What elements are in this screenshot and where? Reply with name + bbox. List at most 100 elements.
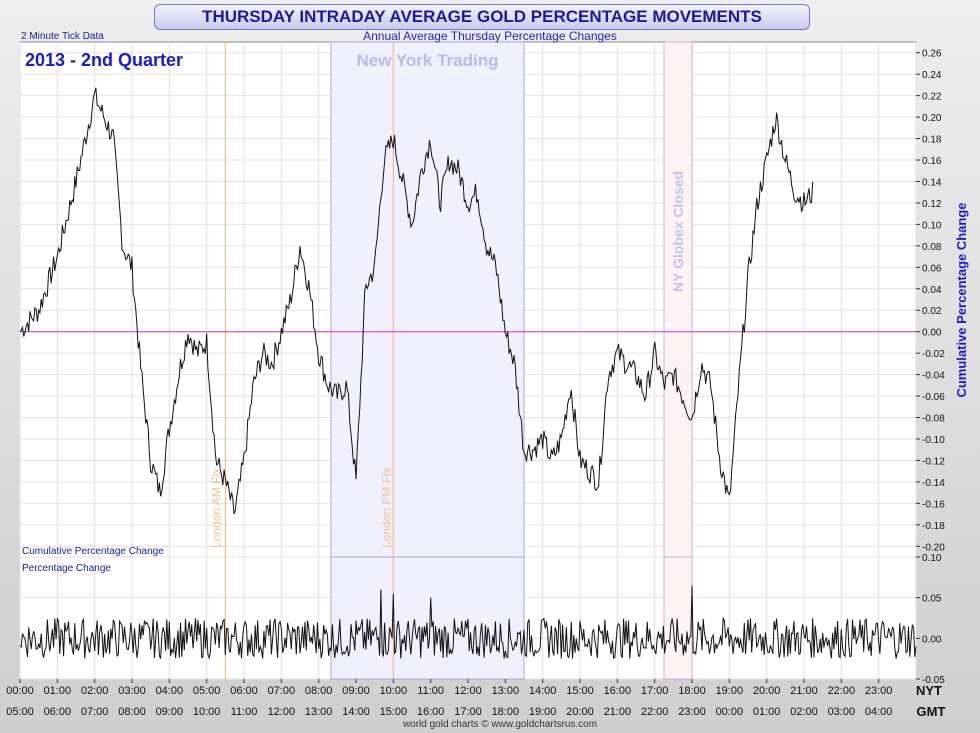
x-top-tick-label: 17:00	[641, 685, 669, 697]
x-top-tick-label: 12:00	[454, 685, 482, 697]
x-bottom-tick-label: 07:00	[81, 706, 109, 718]
x-bottom-tick-label: 20:00	[566, 706, 594, 718]
y-tick-label: -0.18	[922, 521, 945, 532]
y-axis-title: Cumulative Percentage Change	[954, 202, 969, 397]
x-bottom-tick-label: 21:00	[604, 706, 632, 718]
x-bottom-tick-label: 09:00	[156, 706, 184, 718]
x-bottom-tick-label: 23:00	[678, 706, 706, 718]
y-tick-label: 0.20	[922, 113, 942, 124]
y-axis-ticks: 0.26 0.24 0.22 0.20 0.18 0.16 0.14 0.12 0.10 0.08…	[916, 49, 945, 553]
y-tick-label: 0.00	[922, 328, 942, 339]
cumulative-series-line	[19, 87, 814, 515]
x-bottom-tick-label: 03:00	[828, 706, 856, 718]
new-york-trading-label: New York Trading	[356, 51, 498, 70]
y-lower-tick-label: 0.10	[922, 553, 942, 564]
x-bottom-tick-label: 04:00	[865, 706, 893, 718]
x-bottom-tick-label: 02:00	[790, 706, 818, 718]
y-axis-lower-ticks: 0.10 0.05 0.00 -0.05	[916, 553, 945, 686]
x-axis-ticks: 00:00 01:00 02:00 03:00 04:00 05:00 06:00 07:00…	[6, 679, 892, 718]
upper-panel-label: Cumulative Percentage Change	[22, 546, 164, 557]
x-top-tick-label: 00:00	[6, 685, 34, 697]
y-tick-label: 0.06	[922, 263, 942, 274]
y-tick-label: 0.12	[922, 199, 942, 210]
x-bottom-tick-label: 11:00	[231, 706, 258, 718]
percentage-series-line	[19, 585, 917, 660]
y-tick-label: 0.18	[922, 135, 942, 146]
ny-globex-closed-band	[663, 41, 693, 558]
x-top-tick-label: 03:00	[118, 685, 146, 697]
y-tick-label: -0.14	[922, 478, 945, 489]
y-tick-label: 0.26	[922, 49, 942, 60]
y-tick-label: 0.22	[922, 92, 942, 103]
title-box: THURSDAY INTRADAY AVERAGE GOLD PERCENTAG…	[154, 4, 810, 30]
chart-subtitle: Annual Average Thursday Percentage Chang…	[363, 29, 617, 43]
x-bottom-tick-label: 12:00	[268, 706, 296, 718]
x-bottom-tick-label: 05:00	[6, 706, 34, 718]
x-bottom-tick-label: 22:00	[641, 706, 669, 718]
london-am-fix-label: London AM Fix	[209, 468, 223, 548]
x-bottom-tick-label: 00:00	[716, 706, 744, 718]
x-top-tick-label: 09:00	[342, 685, 370, 697]
y-tick-label: 0.10	[922, 220, 942, 231]
y-tick-label: 0.02	[922, 306, 942, 317]
y-tick-label: -0.06	[922, 392, 945, 403]
period-label: 2013 - 2nd Quarter	[25, 50, 183, 70]
lower-panel-label: Percentage Change	[22, 563, 111, 574]
tick-note: 2 Minute Tick Data	[21, 31, 104, 42]
y-tick-label: -0.04	[922, 371, 945, 382]
y-lower-tick-label: -0.05	[922, 675, 945, 686]
y-tick-label: -0.02	[922, 349, 945, 360]
y-tick-label: -0.20	[922, 542, 945, 553]
x-bottom-tick-label: 01:00	[753, 706, 781, 718]
x-top-tick-label: 10:00	[380, 685, 408, 697]
y-tick-label: -0.12	[922, 456, 945, 467]
x-top-tick-label: 04:00	[156, 685, 184, 697]
x-axis-bottom-name: GMT	[917, 704, 946, 719]
x-bottom-tick-label: 19:00	[529, 706, 557, 718]
x-top-tick-label: 06:00	[230, 685, 258, 697]
x-top-tick-label: 05:00	[193, 685, 221, 697]
y-tick-label: 0.14	[922, 177, 942, 188]
x-top-tick-label: 01:00	[44, 685, 72, 697]
x-top-tick-label: 11:00	[417, 685, 444, 697]
x-bottom-tick-label: 18:00	[492, 706, 520, 718]
x-top-tick-label: 13:00	[492, 685, 520, 697]
y-lower-tick-label: 0.00	[922, 634, 942, 645]
y-tick-label: -0.16	[922, 499, 945, 510]
new-york-trading-band	[330, 41, 525, 558]
x-bottom-tick-label: 10:00	[193, 706, 221, 718]
chart-title: THURSDAY INTRADAY AVERAGE GOLD PERCENTAG…	[202, 7, 762, 26]
new-york-trading-band	[330, 556, 525, 680]
footer-credit: world gold charts © www.goldchartsrus.co…	[402, 719, 597, 730]
ny-globex-closed-label: NY Globex Closed	[670, 171, 686, 292]
x-bottom-tick-label: 14:00	[342, 706, 370, 718]
y-tick-label: -0.10	[922, 435, 945, 446]
x-bottom-tick-label: 13:00	[305, 706, 333, 718]
session-bands	[224, 41, 693, 680]
y-tick-label: 0.24	[922, 70, 942, 81]
y-lower-tick-label: 0.05	[922, 594, 942, 605]
x-top-tick-label: 14:00	[529, 685, 557, 697]
y-tick-label: -0.08	[922, 414, 945, 425]
x-top-tick-label: 23:00	[865, 685, 893, 697]
x-top-tick-label: 15:00	[566, 685, 594, 697]
x-top-tick-label: 22:00	[828, 685, 856, 697]
y-tick-label: 0.08	[922, 242, 942, 253]
x-top-tick-label: 02:00	[81, 685, 109, 697]
x-top-tick-label: 19:00	[716, 685, 744, 697]
x-bottom-tick-label: 16:00	[417, 706, 445, 718]
x-top-tick-label: 08:00	[305, 685, 333, 697]
x-axis-top-name: NYT	[916, 683, 942, 698]
x-top-tick-label: 18:00	[678, 685, 706, 697]
london-pm-fix-label: London PM Fix	[379, 467, 393, 548]
ny-globex-closed-band	[663, 556, 693, 680]
y-tick-label: 0.16	[922, 156, 942, 167]
x-top-tick-label: 07:00	[268, 685, 296, 697]
x-top-tick-label: 16:00	[604, 685, 632, 697]
x-bottom-tick-label: 06:00	[44, 706, 72, 718]
y-tick-label: 0.04	[922, 285, 942, 296]
x-top-tick-label: 20:00	[753, 685, 781, 697]
x-top-tick-label: 21:00	[790, 685, 818, 697]
x-bottom-tick-label: 15:00	[380, 706, 408, 718]
